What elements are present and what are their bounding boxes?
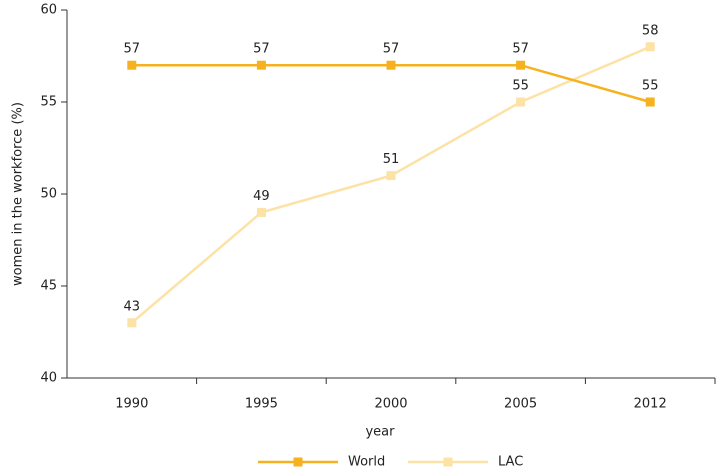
x-tick-label: 2000 — [374, 397, 407, 412]
point — [256, 207, 266, 217]
x-tick-label: 2012 — [634, 397, 667, 412]
legend-label: World — [348, 455, 385, 470]
data-label: 57 — [512, 42, 529, 57]
point — [516, 97, 526, 107]
data-label: 57 — [124, 42, 141, 57]
data-label: 57 — [383, 42, 400, 57]
y-tick-label: 45 — [40, 279, 57, 294]
data-label: 55 — [512, 79, 529, 94]
legend-marker — [443, 457, 453, 467]
series-line — [131, 63, 651, 104]
x-tick-label: 1995 — [245, 397, 278, 412]
y-tick-label: 55 — [40, 95, 57, 110]
data-label: 51 — [383, 152, 400, 167]
data-label: 49 — [253, 189, 270, 204]
x-tick-label: 1990 — [115, 397, 148, 412]
data-label: 57 — [253, 42, 270, 57]
point — [127, 318, 137, 328]
point — [386, 171, 396, 181]
point — [127, 60, 137, 70]
y-tick-label: 50 — [40, 187, 57, 202]
point — [256, 60, 266, 70]
point — [645, 97, 655, 107]
data-label: 58 — [642, 23, 659, 38]
point — [386, 60, 396, 70]
data-label: 43 — [124, 299, 141, 314]
x-axis-label: year — [365, 425, 395, 440]
y-tick-label: 60 — [40, 3, 57, 18]
legend-label: LAC — [498, 455, 523, 470]
point — [645, 42, 655, 52]
y-axis-label: women in the workforce (%) — [11, 102, 26, 286]
legend-marker — [293, 457, 303, 467]
point — [516, 60, 526, 70]
y-tick-label: 40 — [40, 371, 57, 386]
x-tick-label: 2005 — [504, 397, 537, 412]
series-line — [130, 45, 651, 324]
data-label: 55 — [642, 79, 659, 94]
